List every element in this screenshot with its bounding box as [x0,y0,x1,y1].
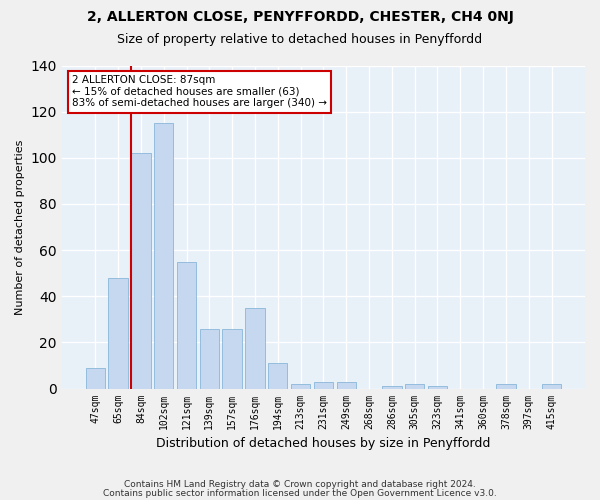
Text: Contains HM Land Registry data © Crown copyright and database right 2024.: Contains HM Land Registry data © Crown c… [124,480,476,489]
Text: Size of property relative to detached houses in Penyffordd: Size of property relative to detached ho… [118,32,482,46]
Bar [337,382,356,388]
Text: Contains public sector information licensed under the Open Government Licence v3: Contains public sector information licen… [103,490,497,498]
Bar [496,384,515,388]
Bar [223,328,242,388]
Bar [291,384,310,388]
Text: 2, ALLERTON CLOSE, PENYFFORDD, CHESTER, CH4 0NJ: 2, ALLERTON CLOSE, PENYFFORDD, CHESTER, … [86,10,514,24]
Bar [428,386,447,388]
Bar [405,384,424,388]
Bar [86,368,105,388]
Text: 2 ALLERTON CLOSE: 87sqm
← 15% of detached houses are smaller (63)
83% of semi-de: 2 ALLERTON CLOSE: 87sqm ← 15% of detache… [72,75,327,108]
Bar [245,308,265,388]
Bar [382,386,401,388]
X-axis label: Distribution of detached houses by size in Penyffordd: Distribution of detached houses by size … [156,437,491,450]
Bar [154,123,173,388]
Bar [268,363,287,388]
Bar [542,384,561,388]
Y-axis label: Number of detached properties: Number of detached properties [15,140,25,314]
Bar [177,262,196,388]
Bar [131,153,151,388]
Bar [109,278,128,388]
Bar [314,382,333,388]
Bar [200,328,219,388]
